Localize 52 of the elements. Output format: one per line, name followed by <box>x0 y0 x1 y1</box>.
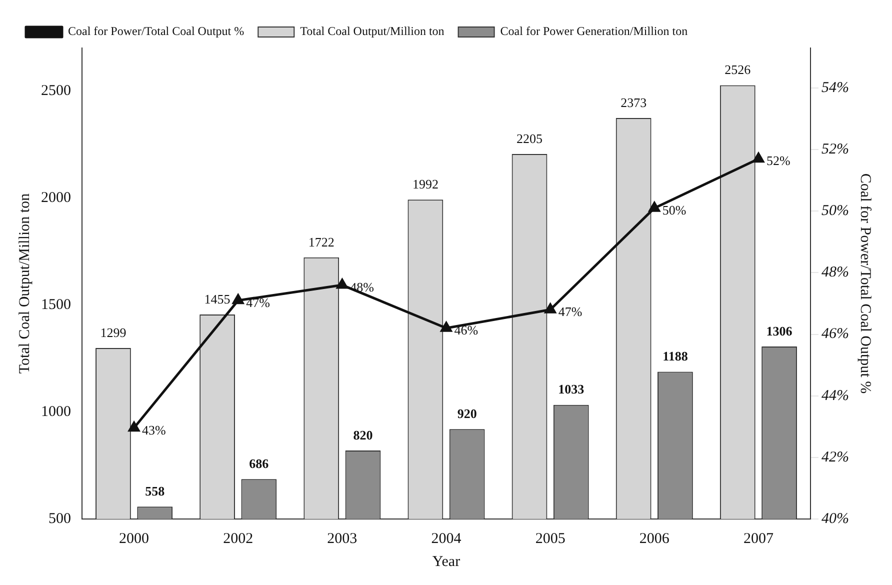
data-label: 52% <box>766 153 790 168</box>
y2-tick-label: 54% <box>822 80 850 96</box>
data-label: 820 <box>353 427 373 442</box>
x-tick-label: 2003 <box>327 530 358 547</box>
y-axis-title: Total Coal Output/Million ton <box>16 192 33 374</box>
data-label: 1299 <box>100 324 126 340</box>
data-label: 2526 <box>724 62 752 78</box>
y2-tick-label: 50% <box>822 203 850 220</box>
point <box>128 422 140 432</box>
y2-axis-title: Coal for Power/Total Coal Output % <box>857 173 874 394</box>
data-label: 43% <box>142 422 166 438</box>
data-label: 558 <box>145 483 166 498</box>
y-tick-label: 1000 <box>41 404 71 420</box>
y2-tick-label: 52% <box>822 142 850 158</box>
legend-label: Coal for Power Generation/Million ton <box>500 24 688 38</box>
data-label: 1992 <box>412 176 438 192</box>
data-label: 47% <box>558 304 582 320</box>
x-tick-label: 2006 <box>639 530 670 547</box>
y-tick-label: 1500 <box>41 296 71 313</box>
point <box>648 202 660 212</box>
x-tick-label: 2007 <box>743 530 774 547</box>
legend-label: Total Coal Output/Million ton <box>300 24 444 38</box>
data-label: 46% <box>454 322 478 338</box>
y-tick-label: 2000 <box>41 190 71 206</box>
data-label: 1455 <box>204 291 230 306</box>
y-tick-label: 2500 <box>41 82 71 99</box>
point <box>440 322 452 332</box>
y-tick-label: 500 <box>48 510 71 527</box>
point <box>544 303 556 314</box>
x-tick-label: 2002 <box>223 530 254 547</box>
x-tick-label: 2005 <box>535 530 566 547</box>
y2-tick-label: 44% <box>822 388 850 404</box>
data-label: 1722 <box>308 234 334 250</box>
y2-tick-label: 46% <box>822 326 850 342</box>
y2-tick-label: 40% <box>822 510 850 527</box>
y2-tick-label: 42% <box>822 449 850 466</box>
data-label: 2205 <box>516 130 543 146</box>
point <box>752 152 764 163</box>
legend-label: Coal for Power/Total Coal Output % <box>68 24 244 38</box>
data-label: 1188 <box>662 348 688 364</box>
y2-tick-label: 48% <box>822 264 850 281</box>
data-label: 920 <box>457 406 477 421</box>
data-label: 2373 <box>620 94 647 110</box>
data-label: 686 <box>249 456 270 472</box>
x-tick-label: 2004 <box>431 530 462 547</box>
data-label: 50% <box>662 202 686 218</box>
x-tick-label: 2000 <box>119 530 150 547</box>
data-label: 1306 <box>766 323 793 338</box>
point <box>232 294 244 304</box>
data-label: 1033 <box>558 382 585 397</box>
x-axis-title: Year <box>432 554 460 570</box>
point <box>336 278 348 289</box>
